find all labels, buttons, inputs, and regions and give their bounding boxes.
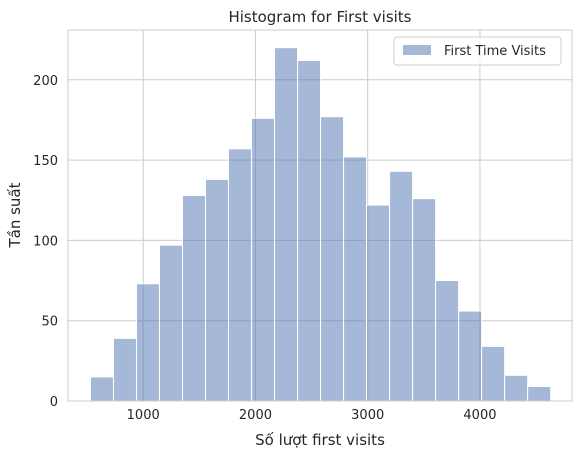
y-axis-title: Tần suất: [6, 182, 24, 248]
histogram-bar: [135, 283, 160, 402]
legend-swatch: [403, 45, 431, 55]
histogram-bar: [297, 60, 322, 402]
x-axis-title: Số lượt first visits: [255, 431, 385, 449]
histogram-bar: [89, 376, 114, 402]
legend: First Time Visits: [393, 36, 562, 66]
histogram-bar: [389, 170, 414, 402]
histogram-bar: [274, 47, 299, 402]
x-tick-label: 3000: [351, 408, 384, 423]
y-tick-label: 200: [33, 74, 58, 89]
x-tick-label: 4000: [463, 408, 496, 423]
y-tick-label: 150: [33, 154, 58, 169]
chart-title: Histogram for First visits: [228, 8, 411, 26]
histogram-bar: [366, 204, 391, 402]
x-tick-label: 2000: [239, 408, 272, 423]
histogram-bar: [251, 117, 276, 402]
histogram-bar: [228, 148, 253, 402]
histogram-bar: [527, 386, 552, 402]
histogram-bar: [112, 337, 137, 402]
histogram-bar: [435, 280, 460, 402]
y-tick-label: 0: [50, 395, 58, 410]
histogram-bar: [320, 116, 345, 402]
histogram-bar: [205, 178, 230, 402]
plot-frame: [67, 29, 573, 402]
histogram-bar: [458, 310, 483, 402]
histogram-bar: [158, 244, 183, 402]
y-tick-label: 100: [33, 234, 58, 249]
histogram-bar: [343, 156, 368, 402]
tick-labels: 1000 2000 3000 4000 0 50 100 150 200: [33, 74, 496, 423]
histogram-bar: [504, 374, 529, 402]
y-tick-label: 50: [41, 315, 58, 330]
legend-label: First Time Visits: [444, 44, 546, 59]
legend-box: [393, 36, 562, 66]
histogram-bar: [181, 194, 207, 402]
x-tick-label: 1000: [127, 408, 160, 423]
histogram-bar: [481, 345, 506, 402]
histogram-bar: [412, 198, 437, 402]
